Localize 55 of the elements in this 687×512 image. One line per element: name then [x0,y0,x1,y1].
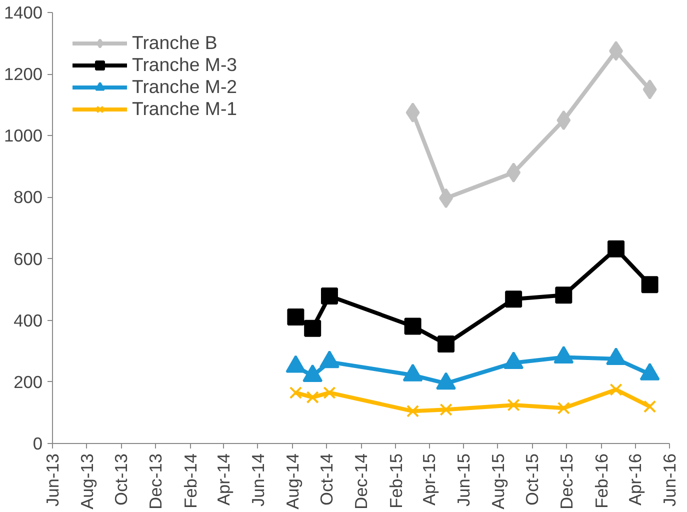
point [643,400,656,413]
y-tick-label: 0 [32,434,43,454]
point [406,102,420,123]
point [438,336,455,353]
x-tick-label: Apr-15 [419,453,440,506]
point [289,386,302,400]
y-tick-label: 1400 [4,2,43,22]
legend-label: Tranche M-1 [132,98,238,120]
x-tick-label: Aug-13 [76,453,97,510]
x-tick-label: Jun-15 [453,454,474,506]
x-tick-label: Apr-16 [625,453,646,506]
legend-label: Tranche M-3 [132,54,238,76]
x-tick-label: Dec-14 [351,453,371,510]
x-tick-label: Dec-15 [556,453,576,510]
point [609,40,624,61]
x-tick-label: Jun-14 [248,453,268,506]
y-tick-label: 400 [14,310,43,330]
y-tick-label: 1200 [4,64,43,84]
point [440,403,452,416]
point [306,391,319,404]
x-tick-label: Aug-14 [282,453,302,510]
point [557,402,570,414]
x-tick-label: Jun-13 [42,454,62,506]
x-tick-label: Oct-15 [522,453,542,506]
x-tick-label: Feb-15 [386,453,406,508]
x-tick-label: Dec-13 [146,453,166,510]
point [505,290,522,308]
point [641,276,658,294]
x-tick-label: Feb-16 [591,453,612,508]
point [555,286,572,304]
point [556,110,571,130]
x-tick-label: Aug-15 [488,453,508,510]
point [406,404,420,418]
point [404,318,422,335]
point [439,188,454,208]
point [608,240,625,258]
point [642,79,657,100]
x-tick-label: Jun-16 [660,454,680,506]
x-tick-label: Feb-14 [180,453,200,508]
point [323,386,336,400]
y-tick-label: 1000 [4,126,43,146]
y-tick-label: 800 [14,187,43,208]
point [507,398,520,412]
y-tick-label: 600 [14,248,43,269]
point [320,288,338,305]
point [304,320,322,337]
y-tick-label: 200 [14,372,43,392]
point [287,308,304,326]
point [610,383,622,396]
x-tick-label: Oct-14 [316,453,337,506]
x-tick-label: Oct-13 [111,453,132,506]
point [506,162,521,183]
x-tick-label: Apr-14 [214,453,234,506]
legend-label: Tranche B [132,32,218,54]
legend-label: Tranche M-2 [132,76,238,98]
